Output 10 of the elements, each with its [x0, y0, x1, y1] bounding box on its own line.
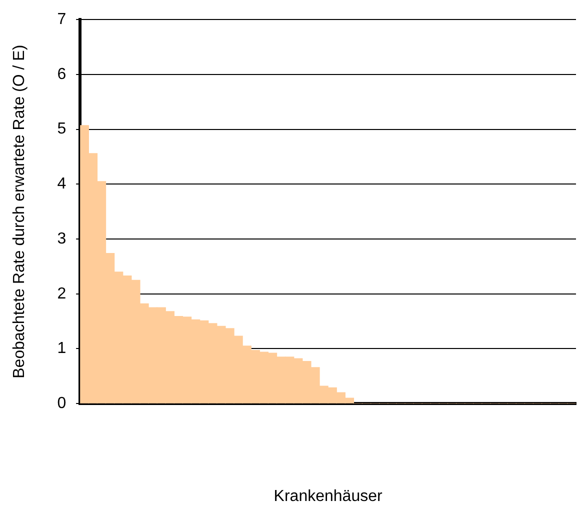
y-tick-label: 0: [57, 395, 66, 412]
y-tick-label: 6: [57, 66, 66, 83]
x-axis-title: Krankenhäuser: [274, 488, 383, 505]
y-axis-title: Beobachtete Rate durch erwartete Rate (O / E): [11, 44, 28, 378]
y-tick-label: 7: [57, 11, 66, 28]
y-tick-label: 3: [57, 230, 66, 248]
y-tick-label: 2: [57, 285, 66, 302]
y-tick-label: 5: [57, 120, 66, 138]
y-tick-label: 1: [57, 340, 66, 358]
y-tick-label: 4: [57, 176, 66, 193]
